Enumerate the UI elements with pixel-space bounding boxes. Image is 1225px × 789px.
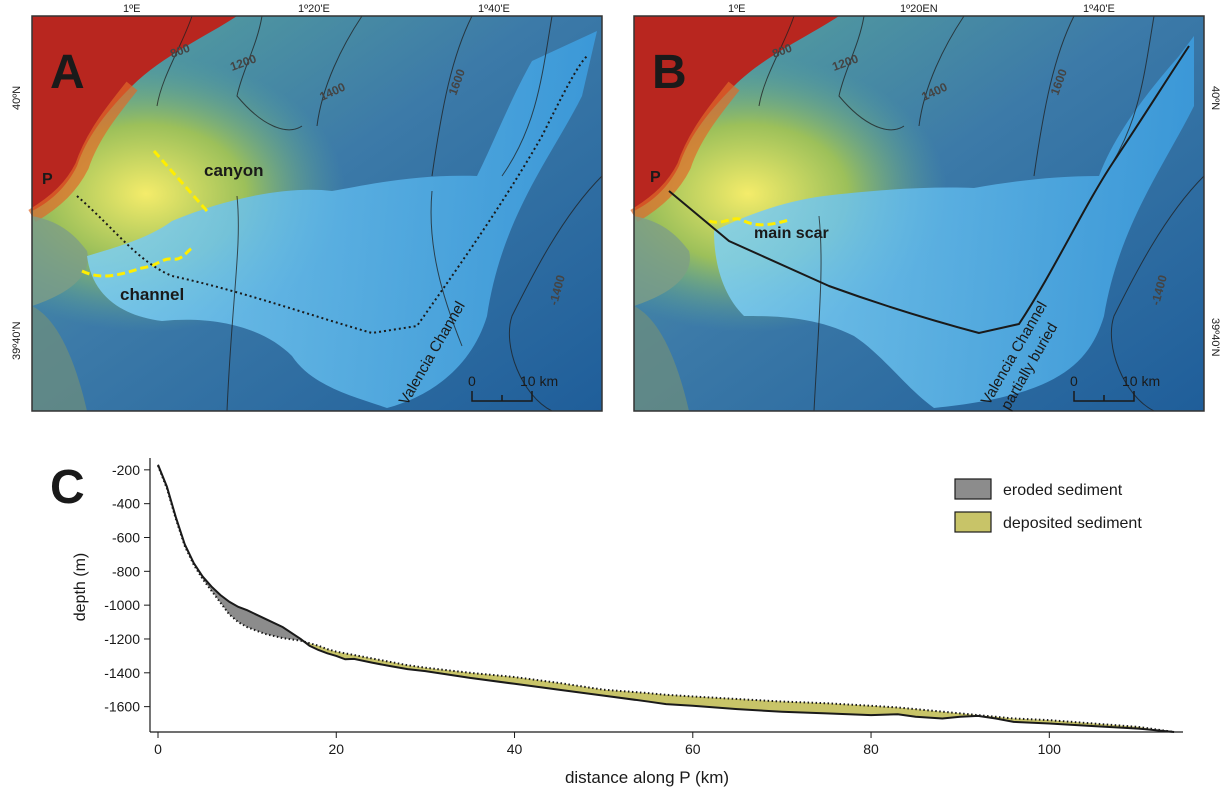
legend: eroded sediment deposited sediment (954, 478, 1142, 533)
x-axis-label: distance along P (km) (565, 768, 729, 787)
profile-line-p-b (668, 45, 1190, 335)
x-tick-label: 20 (328, 741, 344, 757)
y-tick-label: -1000 (104, 597, 140, 613)
lon-tick-a-3: 1º40'E (478, 3, 510, 15)
panel-letter-b: B (652, 46, 687, 99)
depth-profile-chart: C depth (m) distance along P (km) -200 -4… (50, 458, 1183, 787)
legend-swatch-deposited (954, 511, 992, 533)
x-tick-label: 60 (685, 741, 701, 757)
y-tick-label: -1400 (104, 665, 140, 681)
x-tick-label: 100 (1038, 741, 1062, 757)
y-tick-label: -200 (112, 462, 140, 478)
scale-ten-b: 10 km (1122, 373, 1160, 389)
deposit-area-b (714, 36, 1194, 408)
lon-ticks-b: 1ºE 1º20EN 1º40'E (728, 3, 1115, 15)
deposit-area-a (87, 31, 597, 408)
solid-profile-line (157, 464, 1175, 733)
channel-label: channel (120, 285, 184, 304)
lon-tick-b-2: 1º20EN (900, 3, 938, 15)
legend-label-deposited: deposited sediment (1003, 515, 1142, 532)
legend-swatch-eroded (954, 478, 992, 500)
deposited-sediment-area-1 (309, 643, 1175, 732)
y-axis-label: depth (m) (72, 553, 89, 621)
lat-tick-a-2: 39º40'N (11, 321, 23, 360)
eroded-sediment-area-1 (158, 464, 310, 646)
dotted-profile-line (157, 465, 1175, 733)
lon-tick-b-1: 1ºE (728, 3, 745, 15)
y-tick-label: -1600 (104, 699, 140, 715)
lat-tick-a-1: 40ºN (11, 86, 23, 110)
scale-bar-b: 0 10 km (1070, 373, 1160, 402)
y-tick-label: -400 (112, 496, 140, 512)
map-panel-b: B P main scar Valencia Channel partially… (634, 16, 1204, 413)
profile-line-p-a (76, 55, 588, 335)
panel-letter-c: C (50, 461, 85, 514)
lat-tick-b-1: 40ºN (1209, 86, 1221, 110)
lon-tick-a-2: 1º20'E (298, 3, 330, 15)
lon-tick-a-1: 1ºE (123, 3, 140, 15)
y-tick-label: -800 (112, 563, 140, 579)
contour-label-800-b: 800 (770, 41, 794, 61)
y-tick-label: -600 (112, 529, 140, 545)
scale-zero-a: 0 (468, 373, 476, 389)
scale-bar-a: 0 10 km (468, 373, 558, 402)
lon-tick-b-3: 1º40'E (1083, 3, 1115, 15)
x-tick-label: 80 (863, 741, 879, 757)
lat-tick-b-2: 39º40'N (1209, 318, 1221, 357)
scale-zero-b: 0 (1070, 373, 1078, 389)
main-scar-label: main scar (754, 225, 829, 242)
legend-label-eroded: eroded sediment (1003, 482, 1123, 499)
lon-ticks-a: 1ºE 1º20'E 1º40'E (123, 3, 510, 15)
panel-letter-a: A (50, 46, 85, 99)
point-p-label-b: P (650, 169, 661, 186)
x-tick-label: 40 (507, 741, 523, 757)
canyon-label: canyon (204, 161, 264, 180)
bathymetric-maps: A P canyon channel Valencia Channel 800 … (11, 3, 1221, 440)
main-scar-trace (708, 217, 790, 227)
canyon-trace (152, 150, 209, 212)
channel-trace (81, 246, 193, 278)
y-tick-label: -1200 (104, 631, 140, 647)
scale-ten-a: 10 km (520, 373, 558, 389)
map-panel-a: A P canyon channel Valencia Channel 800 … (32, 16, 602, 411)
contour-label-800-a: 800 (168, 41, 192, 61)
x-tick-label: 0 (154, 741, 162, 757)
point-p-label-a: P (42, 171, 53, 188)
